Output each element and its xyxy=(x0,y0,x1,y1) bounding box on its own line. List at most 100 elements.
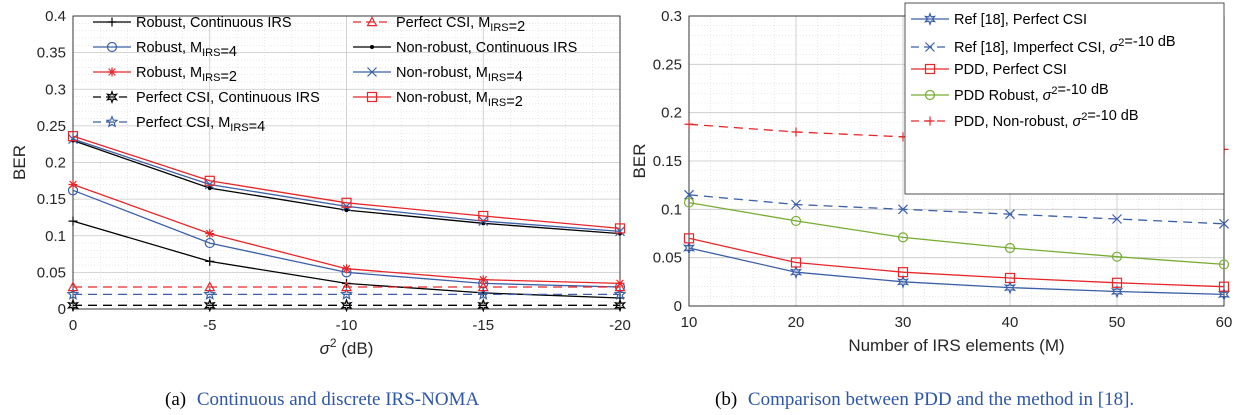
y-tick-label: 0 xyxy=(58,301,66,318)
series-6 xyxy=(67,281,626,292)
data-point xyxy=(613,287,627,300)
x-tick-label: 30 xyxy=(895,314,912,331)
legend-marker xyxy=(105,89,119,105)
data-point xyxy=(340,281,353,292)
y-tick-label: 0.15 xyxy=(653,153,682,170)
data-point-shape xyxy=(478,275,488,285)
x-tick-label: -5 xyxy=(203,317,216,334)
data-point-shape xyxy=(68,216,78,226)
data-point xyxy=(1111,251,1123,262)
data-point-shape xyxy=(68,134,78,144)
data-point-shape xyxy=(340,298,353,313)
data-point-shape xyxy=(205,229,215,239)
data-point-shape xyxy=(789,265,803,280)
series-line xyxy=(688,237,1225,288)
legend-marker-shape xyxy=(924,63,936,75)
data-point xyxy=(68,179,78,189)
data-point-shape xyxy=(476,287,490,300)
data-point xyxy=(340,287,353,300)
legend-marker xyxy=(924,89,936,101)
data-point-shape xyxy=(203,287,217,300)
x-tick-label: -20 xyxy=(609,317,631,334)
legend-item: Perfect CSI, MIRS=2 xyxy=(353,15,525,35)
data-point xyxy=(68,134,78,144)
data-point-shape xyxy=(340,287,353,300)
legend-item: Ref [18], Imperfect CSI, σ2=-10 dB xyxy=(911,34,1176,56)
data-point-shape xyxy=(898,204,908,215)
data-point-shape xyxy=(897,267,909,278)
data-point-shape xyxy=(896,274,910,289)
legend-marker-shape xyxy=(106,41,118,53)
y-tick-label: 0.3 xyxy=(45,81,66,98)
x-axis-label: σ2 (dB) xyxy=(320,336,374,358)
legend-marker xyxy=(366,16,378,27)
data-point-shape xyxy=(203,298,216,313)
legend-marker xyxy=(923,11,937,27)
data-point-shape xyxy=(68,179,78,189)
legend-label: Robust, MIRS=2 xyxy=(136,65,237,85)
data-point-shape xyxy=(1003,280,1017,295)
legend-item: Non-robust, MIRS=4 xyxy=(353,65,523,85)
legend-label: PDD Robust, σ2=-10 dB xyxy=(954,82,1109,104)
legend-marker xyxy=(107,17,117,27)
data-point-shape xyxy=(478,216,489,227)
data-point xyxy=(205,256,215,266)
legend-marker-shape xyxy=(923,11,937,27)
data-point xyxy=(790,257,802,268)
data-point xyxy=(896,274,910,289)
data-point xyxy=(207,186,212,191)
data-point-shape xyxy=(613,287,627,300)
legend-marker xyxy=(925,42,935,52)
legend-item: Robust, MIRS=2 xyxy=(93,65,237,85)
data-point-shape xyxy=(344,208,349,213)
data-point xyxy=(344,208,349,213)
data-point xyxy=(205,229,215,239)
data-point xyxy=(1003,280,1017,295)
data-point xyxy=(342,264,351,274)
data-point-shape xyxy=(204,175,215,186)
data-point-shape xyxy=(1111,251,1123,262)
data-point xyxy=(791,199,801,210)
series-5 xyxy=(66,287,627,300)
legend-marker xyxy=(366,91,378,103)
data-point-shape xyxy=(614,223,626,234)
series-4 xyxy=(683,197,1230,270)
data-point xyxy=(66,287,80,300)
legend-item: Non-robust, Continuous IRS xyxy=(353,40,577,56)
x-tick-label: 10 xyxy=(681,314,698,331)
data-point xyxy=(478,275,488,285)
data-point-shape xyxy=(477,281,489,292)
legend-item: Non-robust, MIRS=2 xyxy=(353,90,523,110)
data-point-shape xyxy=(66,287,80,300)
data-point xyxy=(1004,242,1016,254)
legend-item: PDD Robust, σ2=-10 dB xyxy=(911,82,1109,104)
series-line xyxy=(72,135,621,230)
data-point-shape xyxy=(67,131,79,142)
data-point xyxy=(614,281,626,292)
data-point-shape xyxy=(1005,209,1015,220)
legend-item: PDD, Perfect CSI xyxy=(911,62,1067,78)
legend-marker-shape xyxy=(925,42,935,52)
y-tick-label: 0.25 xyxy=(37,118,66,135)
data-point-shape xyxy=(791,127,801,137)
data-point xyxy=(67,131,79,142)
legend-label: Perfect CSI, MIRS=2 xyxy=(396,15,525,35)
y-tick-label: 0.1 xyxy=(45,228,66,245)
data-point xyxy=(478,210,489,222)
data-point xyxy=(613,298,627,313)
data-point-shape xyxy=(1219,218,1229,229)
legend-item: PDD, Non-robust, σ2=-10 dB xyxy=(911,108,1139,130)
x-tick-label: 20 xyxy=(788,314,805,331)
legend-item: Perfect CSI, MIRS=4 xyxy=(93,115,265,135)
data-point-shape xyxy=(478,210,489,222)
data-point xyxy=(477,298,490,313)
data-point-shape xyxy=(790,257,802,268)
data-point xyxy=(684,189,694,200)
data-point-shape xyxy=(1110,284,1124,299)
legend-label: PDD, Non-robust, σ2=-10 dB xyxy=(954,108,1139,130)
x-axis-label: Number of IRS elements (M) xyxy=(848,336,1064,355)
data-point xyxy=(1219,218,1229,229)
series-line xyxy=(688,247,1225,296)
legend-label: Perfect CSI, MIRS=4 xyxy=(136,115,265,135)
y-tick-label: 0.1 xyxy=(661,201,682,218)
